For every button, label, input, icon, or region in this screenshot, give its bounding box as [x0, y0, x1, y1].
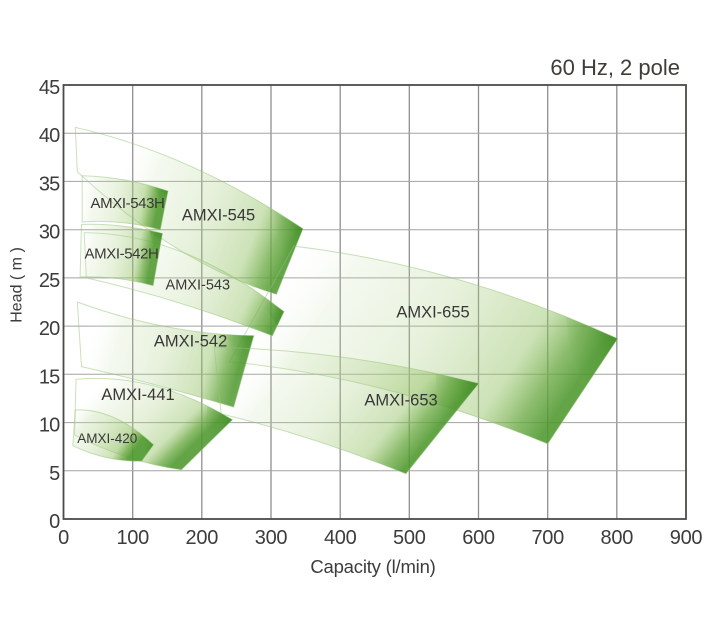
svg-text:AMXI-543: AMXI-543 [166, 277, 230, 293]
svg-text:5: 5 [49, 463, 60, 485]
svg-text:0: 0 [58, 527, 69, 549]
svg-text:0: 0 [49, 511, 60, 533]
svg-text:35: 35 [39, 173, 60, 195]
svg-text:60 Hz, 2 pole: 60 Hz, 2 pole [550, 55, 680, 80]
svg-text:200: 200 [186, 527, 219, 549]
svg-text:400: 400 [324, 527, 357, 549]
svg-text:AMXI-545: AMXI-545 [182, 207, 255, 225]
svg-text:10: 10 [39, 415, 60, 437]
svg-text:30: 30 [39, 222, 60, 244]
svg-text:AMXI-420: AMXI-420 [77, 431, 137, 446]
svg-text:900: 900 [670, 527, 703, 549]
svg-text:20: 20 [39, 318, 60, 340]
svg-text:700: 700 [531, 527, 564, 549]
svg-text:AMXI-653: AMXI-653 [364, 391, 437, 409]
svg-text:100: 100 [116, 527, 149, 549]
svg-text:AMXI-441: AMXI-441 [101, 386, 174, 404]
svg-text:500: 500 [393, 527, 426, 549]
svg-text:800: 800 [601, 527, 634, 549]
svg-text:Capacity (l/min): Capacity (l/min) [310, 556, 435, 577]
svg-text:15: 15 [39, 366, 60, 388]
svg-text:40: 40 [39, 125, 60, 147]
svg-text:300: 300 [255, 527, 288, 549]
svg-text:600: 600 [462, 527, 495, 549]
svg-text:AMXI-542H: AMXI-542H [85, 245, 159, 262]
svg-text:25: 25 [39, 270, 60, 292]
svg-text:AMXI-542: AMXI-542 [154, 332, 227, 350]
svg-text:45: 45 [39, 77, 60, 99]
svg-text:Head ( m ): Head ( m ) [9, 247, 26, 323]
svg-text:AMXI-655: AMXI-655 [396, 303, 469, 321]
svg-text:AMXI-543H: AMXI-543H [91, 195, 165, 212]
